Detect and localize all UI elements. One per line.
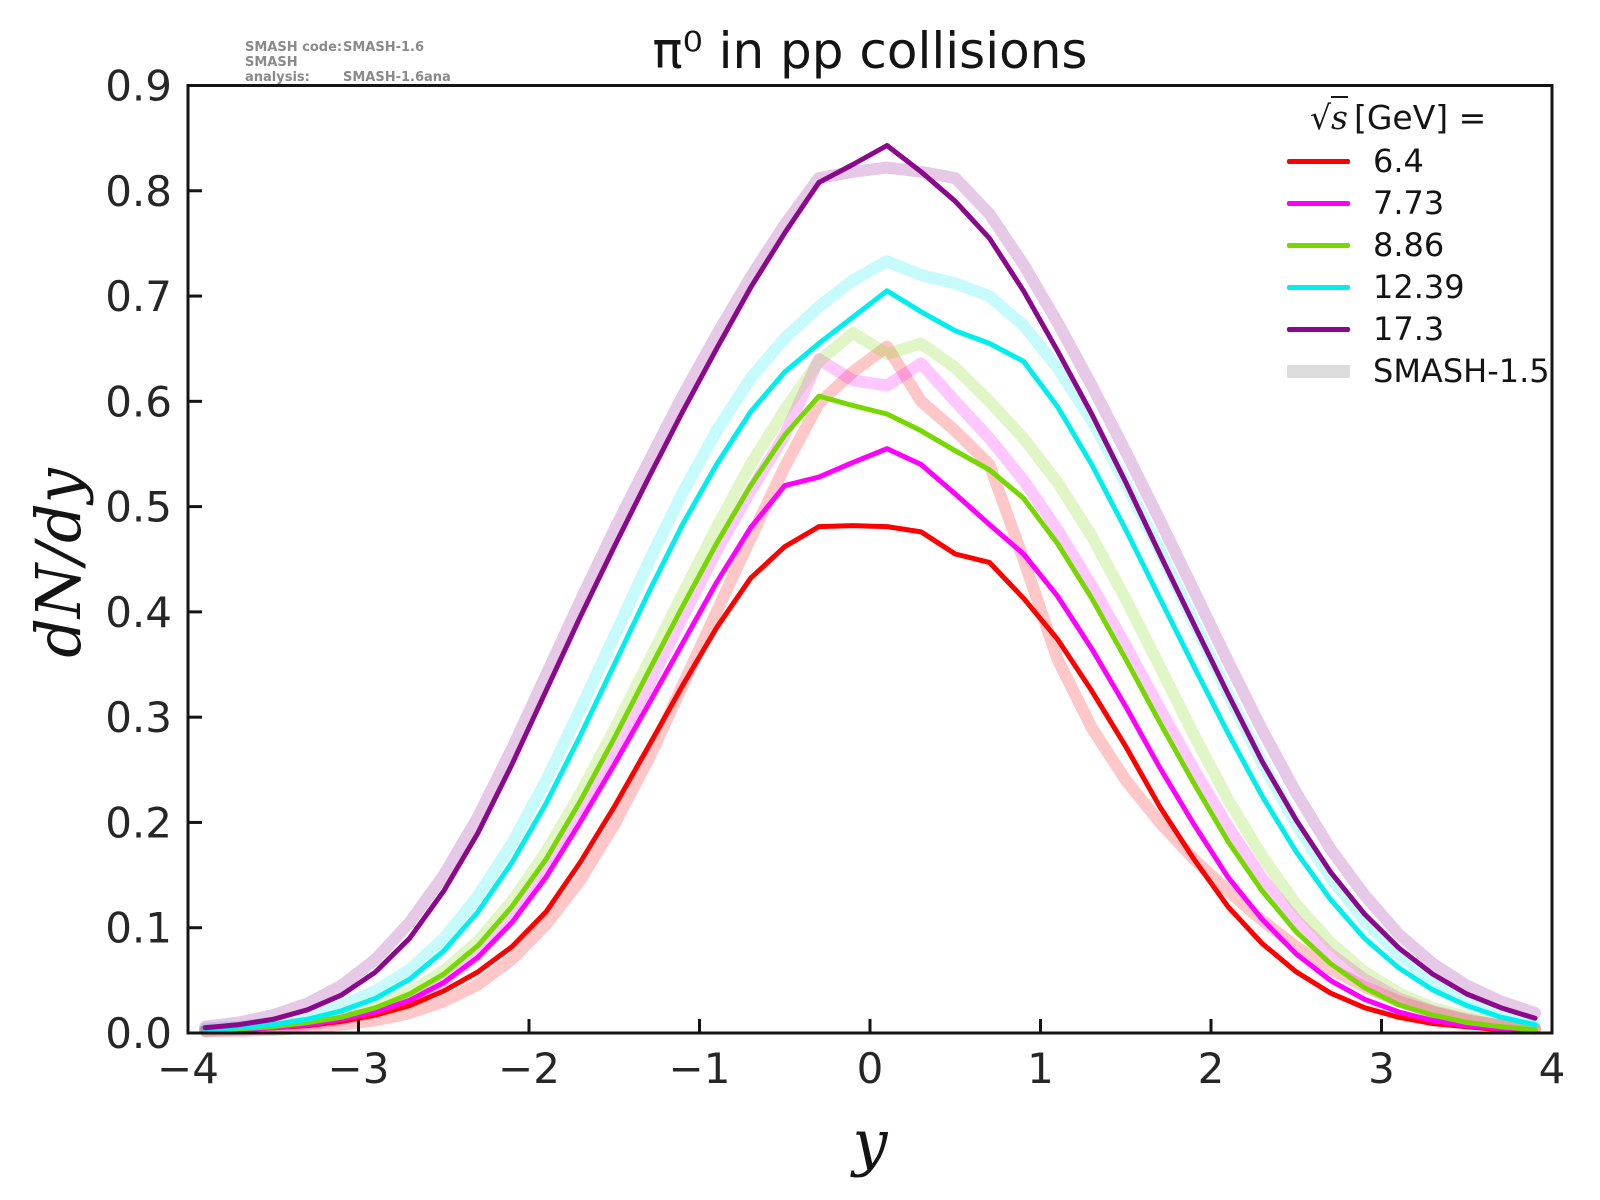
legend-header-units: [GeV] = <box>1353 98 1487 137</box>
credit-value: SMASH-1.6ana <box>343 70 451 85</box>
curve-smash-1.5-12.39 <box>199 255 1541 1035</box>
curve-12.39 <box>202 288 1538 1033</box>
x-tick-label: 1 <box>1027 1044 1054 1093</box>
legend-entries: 6.4 7.73 8.86 12.39 17.3 SMASH-1.5 <box>1250 140 1550 392</box>
credit-line-analysis: SMASH analysis: SMASH-1.6ana <box>245 55 451 85</box>
credit-label: SMASH code: <box>245 40 343 55</box>
credits: SMASH code:SMASH-1.6 SMASH analysis: SMAS… <box>245 40 451 85</box>
x-tick-label: −2 <box>498 1044 560 1093</box>
legend-label: 7.73 <box>1373 184 1445 222</box>
legend-label: 8.86 <box>1373 226 1445 264</box>
legend-swatch <box>1287 200 1350 206</box>
solid-curves-layer <box>202 143 1538 1034</box>
credit-label: SMASH analysis: <box>245 55 310 85</box>
credit-line-code: SMASH code:SMASH-1.6 <box>245 40 451 55</box>
legend-entry-12.39: 12.39 <box>1250 266 1550 308</box>
legend-swatch <box>1287 242 1350 248</box>
legend-swatch <box>1287 364 1350 378</box>
legend-sqrt-s: s <box>1331 96 1348 137</box>
y-tick-label: 0.5 <box>105 483 172 532</box>
y-tick-label: 0.2 <box>105 798 172 847</box>
x-tick-label: −3 <box>328 1044 390 1093</box>
sqrt-icon: √ <box>1310 98 1332 137</box>
y-tick-label: 0.0 <box>105 1009 172 1058</box>
credit-value: SMASH-1.6 <box>343 40 425 55</box>
page-title: π⁰ in pp collisions <box>652 22 1088 80</box>
curve-17.3 <box>202 143 1538 1031</box>
axes-layer: −4 −3 −2 −1 0 1 2 3 4 0.0 0.1 0.2 0.3 0.4 0.5 0.6 0.7 0.8… <box>105 62 1565 1094</box>
legend-label: 17.3 <box>1373 310 1445 348</box>
legend-label: 12.39 <box>1373 268 1465 306</box>
curve-6.4 <box>202 523 1538 1034</box>
x-tick-label: 4 <box>1539 1044 1566 1093</box>
x-tick-label: 0 <box>857 1044 884 1093</box>
curve-8.86 <box>202 393 1538 1034</box>
curve-smash-1.5-17.3 <box>199 161 1541 1033</box>
x-tick-label: −4 <box>157 1044 219 1093</box>
y-tick-label: 0.4 <box>105 588 172 637</box>
x-tick-label: −1 <box>669 1044 731 1093</box>
curve-7.73 <box>202 446 1538 1034</box>
legend-entry-8.86: 8.86 <box>1250 224 1550 266</box>
y-tick-label: 0.7 <box>105 272 172 321</box>
x-tick-label: 3 <box>1368 1044 1395 1093</box>
legend-label: 6.4 <box>1373 142 1424 180</box>
legend-label: SMASH-1.5 <box>1373 352 1550 390</box>
legend-swatch <box>1287 158 1350 164</box>
legend-header: √s [GeV] = <box>1310 96 1550 140</box>
y-tick-label: 0.8 <box>105 167 172 216</box>
legend: √s [GeV] = 6.4 7.73 8.86 12.39 17.3 SMASH-1.5 <box>1250 96 1550 392</box>
curve-smash-1.5-6.4 <box>199 340 1541 1037</box>
y-tick-label: 0.9 <box>105 62 172 111</box>
y-axis-label: dN/dy <box>22 468 95 658</box>
x-axis-label: y <box>852 1106 888 1179</box>
legend-swatch <box>1287 326 1350 332</box>
legend-entry-17.3: 17.3 <box>1250 308 1550 350</box>
y-tick-label: 0.1 <box>105 904 172 953</box>
legend-entry-6.4: 6.4 <box>1250 140 1550 182</box>
y-tick-label: 0.6 <box>105 377 172 426</box>
legend-entry-7.73: 7.73 <box>1250 182 1550 224</box>
legend-swatch <box>1287 284 1350 290</box>
legend-entry-smash-1.5: SMASH-1.5 <box>1250 350 1550 392</box>
x-tick-label: 2 <box>1198 1044 1225 1093</box>
y-tick-label: 0.3 <box>105 693 172 742</box>
